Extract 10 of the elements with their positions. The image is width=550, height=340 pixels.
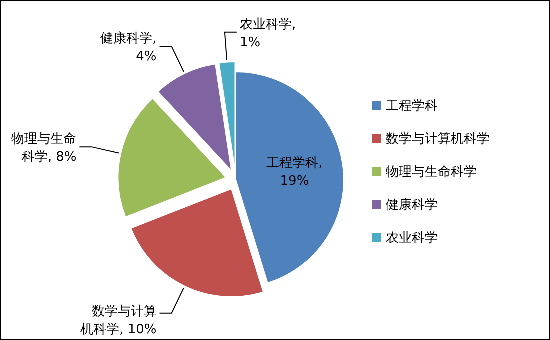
legend-label: 健康科学 bbox=[386, 198, 438, 213]
legend-label: 物理与生命科学 bbox=[386, 165, 477, 180]
data-label: 农业科学, 1% bbox=[240, 17, 296, 50]
legend-label: 数学与计算机科学 bbox=[386, 132, 490, 147]
data-label: 工程学科, 19% bbox=[266, 156, 323, 190]
data-label: 物理与生命科学, 8% bbox=[12, 132, 77, 166]
legend-label: 工程学科 bbox=[386, 99, 438, 114]
legend-label: 农业科学 bbox=[386, 231, 438, 246]
data-label: 健康科学, 4% bbox=[100, 32, 157, 65]
data-label: 数学与计算机科学, 10% bbox=[80, 304, 157, 338]
